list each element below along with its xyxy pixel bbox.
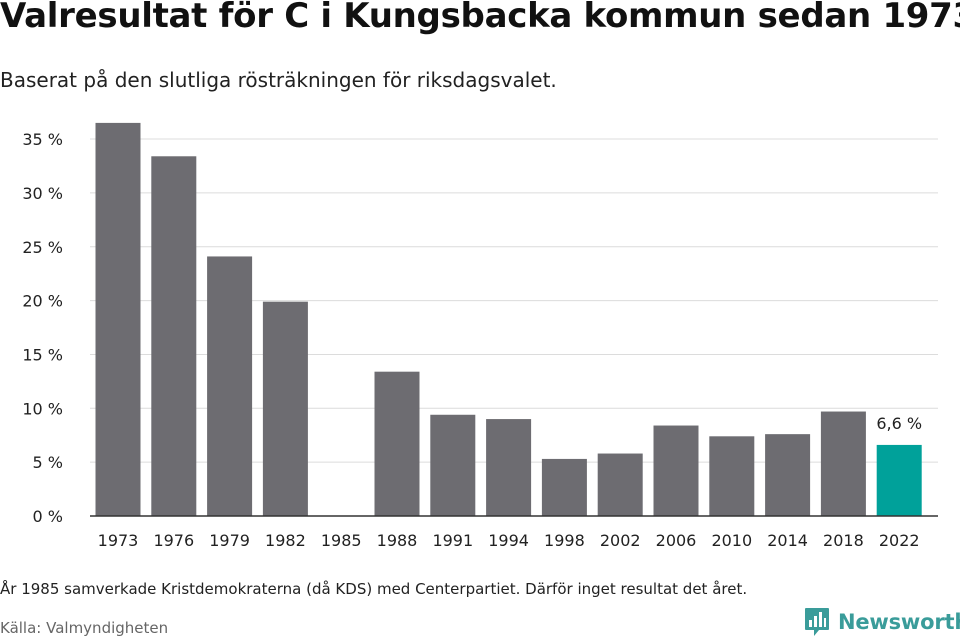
x-tick-label: 1988 [377, 531, 418, 550]
data-label: 6,6 % [876, 414, 922, 433]
bar-1982 [262, 301, 308, 516]
x-tick-label: 2022 [879, 531, 920, 550]
x-tick-label: 2002 [600, 531, 641, 550]
x-tick-label: 1979 [209, 531, 250, 550]
x-tick-label: 2010 [711, 531, 752, 550]
bar-2014 [765, 434, 811, 516]
x-tick-label: 2014 [767, 531, 808, 550]
x-tick-label: 1976 [153, 531, 194, 550]
newsworthy-logo-icon [805, 608, 829, 636]
x-tick-label: 1985 [321, 531, 362, 550]
bar-2018 [820, 411, 866, 516]
newsworthy-logo[interactable]: Newsworthy [804, 607, 960, 637]
chart-footnote: År 1985 samverkade Kristdemokraterna (då… [0, 580, 748, 598]
y-tick-label: 0 % [33, 507, 63, 526]
bar-2022 [876, 444, 922, 516]
bar-chart: 0 % 5 % 10 % 15 % 20 % 25 % 30 % 35 % 1973 1976 19… [22, 122, 938, 550]
chart-title: Valresultat för C i Kungsbacka kommun se… [0, 0, 960, 36]
bar-1979 [207, 256, 253, 516]
logo-text: Newsworthy [838, 610, 960, 634]
chart-subtitle: Baserat på den slutliga rösträkningen fö… [0, 68, 557, 92]
bar-1973 [95, 122, 141, 517]
x-tick-label: 2018 [823, 531, 864, 550]
x-tick-label: 2006 [656, 531, 697, 550]
bar-2006 [653, 425, 699, 516]
y-tick-label: 10 % [22, 399, 63, 418]
x-tick-label: 1991 [432, 531, 473, 550]
y-tick-label: 15 % [22, 345, 63, 364]
bar-2002 [597, 453, 643, 516]
bar-1994 [486, 419, 532, 516]
bar-1976 [151, 156, 197, 517]
y-tick-label: 5 % [33, 453, 63, 472]
bar-1991 [430, 414, 476, 516]
y-tick-label: 30 % [22, 184, 63, 203]
x-tick-label: 1982 [265, 531, 306, 550]
bar-1998 [541, 458, 587, 516]
source-label: Källa: Valmyndigheten [0, 619, 169, 637]
y-tick-label: 35 % [22, 130, 63, 149]
x-tick-label: 1998 [544, 531, 585, 550]
bar-1988 [374, 371, 420, 516]
x-tick-label: 1994 [488, 531, 529, 550]
y-tick-label: 25 % [22, 238, 63, 257]
y-tick-label: 20 % [22, 292, 63, 311]
bar-2010 [709, 436, 755, 516]
x-tick-label: 1973 [98, 531, 139, 550]
